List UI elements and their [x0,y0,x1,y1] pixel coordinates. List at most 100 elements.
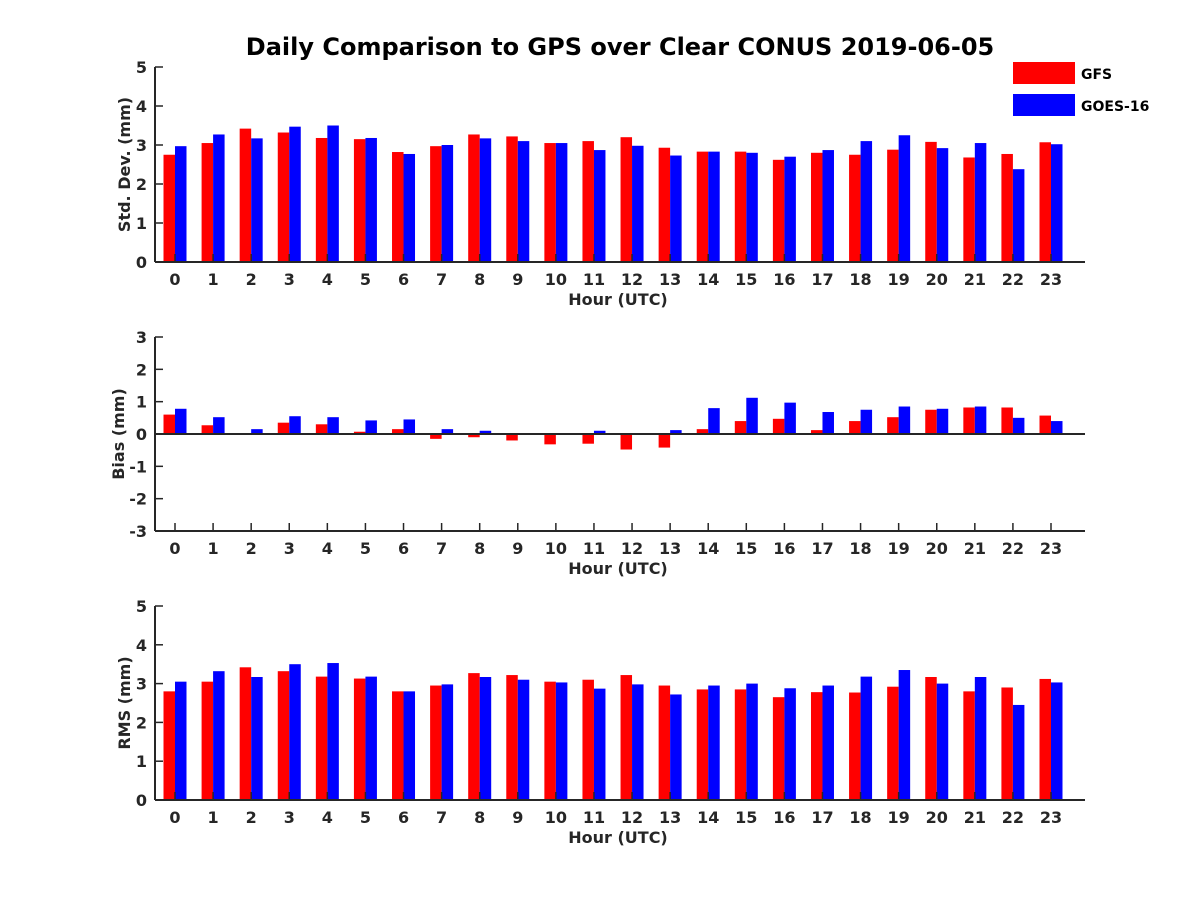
bar-rms-goes-16-13 [670,694,682,800]
bar-rms-goes-16-23 [1051,682,1063,800]
bar-rms-goes-16-20 [936,683,949,800]
bar-std-gfs-9 [506,136,518,262]
bar-std-goes-16-18 [860,141,873,262]
bar-std-goes-16-11 [593,150,606,262]
x-tick-label: 23 [1040,808,1062,827]
y-tick-label: 0 [136,791,147,810]
bar-rms-gfs-10 [544,681,556,800]
bar-std-gfs-12 [620,137,633,262]
bar-rms-goes-16-14 [708,685,720,800]
bar-bias-gfs-14 [696,429,709,434]
legend-label-goes-16: GOES-16 [1081,99,1149,115]
x-tick-label: 18 [849,270,871,289]
x-tick-label: 9 [512,539,523,558]
bar-std-goes-16-23 [1051,144,1063,262]
bar-rms-goes-16-8 [479,677,492,800]
bar-std-gfs-2 [239,128,252,262]
bar-rms-gfs-0 [163,691,175,800]
x-tick-label: 3 [284,808,295,827]
series-gfs-bias [163,407,1051,450]
x-tick-label: 19 [888,270,910,289]
y-tick-label: 1 [136,214,147,233]
bar-std-gfs-20 [925,141,937,262]
bar-bias-gfs-10 [544,434,556,445]
bar-std-gfs-8 [468,134,480,262]
bar-rms-gfs-3 [277,671,290,800]
bar-rms-gfs-13 [658,685,671,800]
bar-bias-gfs-9 [506,434,518,441]
x-tick-label: 10 [545,270,567,289]
x-tick-label: 8 [474,808,485,827]
bar-std-gfs-3 [277,132,290,262]
bar-std-goes-16-20 [936,148,949,262]
bar-bias-gfs-3 [277,422,290,434]
x-tick-label: 4 [322,808,333,827]
x-tick-label: 23 [1040,539,1062,558]
bar-rms-goes-16-2 [251,677,263,800]
bar-bias-goes-16-2 [251,429,263,434]
chart-title: Daily Comparison to GPS over Clear CONUS… [246,33,994,61]
x-tick-label: 10 [545,539,567,558]
x-tick-label: 20 [926,539,948,558]
y-tick-label: 1 [136,752,147,771]
x-tick-label: 0 [169,270,180,289]
bar-std-gfs-17 [810,152,823,262]
series-goes-16-std [175,125,1063,262]
y-tick-label: 0 [136,425,147,444]
bar-bias-goes-16-4 [327,417,339,434]
series-gfs-std [163,128,1051,262]
x-tick-label: 16 [773,270,795,289]
bar-rms-goes-16-9 [517,679,530,800]
x-tick-label: 6 [398,270,409,289]
bar-rms-gfs-15 [734,689,747,800]
bar-rms-goes-16-11 [593,688,606,800]
bar-bias-goes-16-22 [1012,417,1025,434]
x-tick-label: 19 [888,539,910,558]
x-axis-label: Hour (UTC) [568,559,668,578]
x-tick-label: 1 [208,808,219,827]
bar-std-goes-16-12 [632,145,644,262]
bar-rms-goes-16-4 [327,663,339,800]
bar-rms-gfs-11 [582,679,594,800]
bar-std-gfs-15 [734,151,747,262]
x-tick-label: 18 [849,808,871,827]
bar-bias-gfs-19 [887,417,899,434]
bar-std-gfs-16 [772,159,785,262]
x-tick-label: 15 [735,808,757,827]
bar-bias-gfs-15 [734,421,747,434]
x-tick-label: 1 [208,539,219,558]
x-tick-label: 21 [964,808,986,827]
bar-std-gfs-23 [1039,142,1051,262]
bar-bias-gfs-13 [658,434,671,448]
bar-bias-goes-16-18 [860,409,873,434]
x-tick-label: 11 [583,270,605,289]
bar-std-goes-16-22 [1012,169,1025,262]
x-tick-label: 14 [697,539,719,558]
y-tick-label: 5 [136,597,147,616]
bar-bias-goes-16-14 [708,408,720,434]
x-tick-label: 6 [398,808,409,827]
x-tick-label: 4 [322,539,333,558]
bar-bias-goes-16-15 [746,397,758,434]
bar-bias-gfs-1 [201,425,214,434]
bar-bias-gfs-20 [925,409,937,434]
bar-std-goes-16-19 [898,135,911,262]
x-tick-label: 22 [1002,808,1024,827]
bar-std-gfs-11 [582,141,594,262]
y-tick-label: 3 [136,136,147,155]
y-axis-label: RMS (mm) [115,656,134,749]
x-tick-label: 20 [926,270,948,289]
bar-bias-gfs-23 [1039,415,1051,434]
x-tick-label: 12 [621,808,643,827]
y-tick-label: 2 [136,713,147,732]
bar-std-gfs-5 [353,139,366,262]
bar-bias-gfs-0 [163,414,175,434]
bar-rms-goes-16-16 [784,688,796,800]
bar-bias-gfs-17 [810,430,823,434]
bar-bias-goes-16-13 [670,430,682,434]
bar-rms-gfs-9 [506,675,518,800]
bar-bias-goes-16-17 [822,412,834,434]
